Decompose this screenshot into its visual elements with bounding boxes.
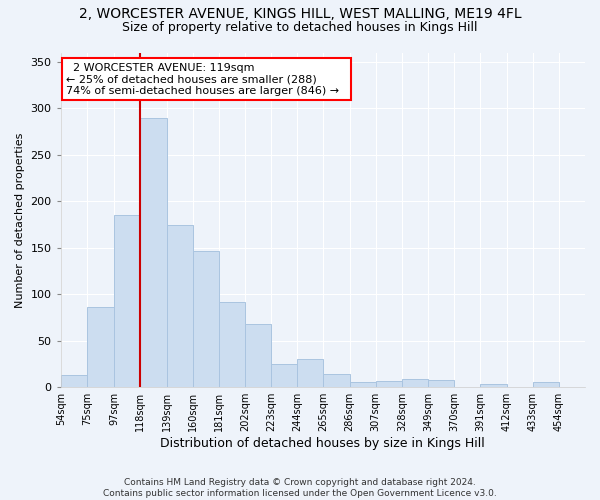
Bar (481, 384, 506, 387)
Y-axis label: Number of detached properties: Number of detached properties (15, 132, 25, 308)
Bar (428, 380, 454, 387)
Text: Contains HM Land Registry data © Crown copyright and database right 2024.
Contai: Contains HM Land Registry data © Crown c… (103, 478, 497, 498)
Bar (114, 215, 140, 387)
Bar (350, 382, 376, 387)
Text: 2 WORCESTER AVENUE: 119sqm
← 25% of detached houses are smaller (288)
74% of sem: 2 WORCESTER AVENUE: 119sqm ← 25% of deta… (66, 62, 346, 96)
Bar (193, 250, 219, 387)
Text: 2, WORCESTER AVENUE, KINGS HILL, WEST MALLING, ME19 4FL: 2, WORCESTER AVENUE, KINGS HILL, WEST MA… (79, 8, 521, 22)
Bar (376, 380, 402, 387)
X-axis label: Distribution of detached houses by size in Kings Hill: Distribution of detached houses by size … (160, 437, 485, 450)
Bar (140, 118, 167, 387)
Bar (298, 360, 323, 387)
Bar (219, 302, 245, 387)
Text: Size of property relative to detached houses in Kings Hill: Size of property relative to detached ho… (122, 21, 478, 34)
Bar (533, 382, 559, 387)
Bar (323, 374, 350, 387)
Bar (61, 375, 87, 387)
Bar (271, 364, 298, 387)
Bar (245, 324, 271, 387)
Bar (402, 379, 428, 387)
Bar (167, 224, 193, 387)
Bar (87, 308, 114, 387)
